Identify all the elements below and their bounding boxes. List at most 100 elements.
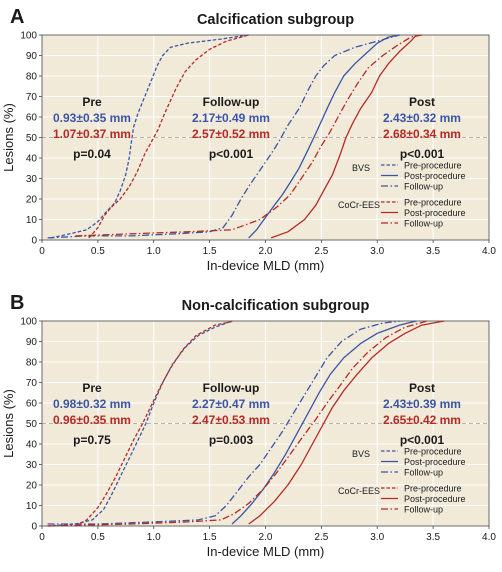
x-tick-label: 2.0 xyxy=(259,246,273,257)
legend-item-label: Post-procedure xyxy=(404,171,466,181)
annotation-p-value: p<0.001 xyxy=(209,147,254,161)
annotation-cocr-value: 0.96±0.35 mm xyxy=(53,413,131,427)
x-tick-label: 0.5 xyxy=(91,532,105,543)
y-axis-label: Lesions (%) xyxy=(1,103,16,172)
annotation-heading: Follow-up xyxy=(203,95,260,109)
x-tick-label: 2.5 xyxy=(314,246,328,257)
series-cocr-ees-pre-procedure xyxy=(88,34,249,239)
legend-item-label: Pre-procedure xyxy=(404,160,462,170)
annotation-heading: Follow-up xyxy=(203,381,260,395)
legend-group-label: BVS xyxy=(352,449,370,459)
y-tick-label: 40 xyxy=(26,154,38,165)
series-cocr-ees-follow-up xyxy=(75,34,423,237)
annotation-p-value: p<0.001 xyxy=(400,433,445,447)
series-bvs-pre-procedure xyxy=(50,34,249,239)
y-tick-label: 80 xyxy=(26,72,38,83)
y-tick-label: 30 xyxy=(26,460,38,471)
panel-b: B Non-calcification subgroup 0 10 20 30 40 50 60… xyxy=(1,292,496,559)
annotation-bvs-value: 0.93±0.35 mm xyxy=(53,111,131,125)
y-tick-label: 0 xyxy=(31,522,37,533)
legend: BVS Pre-procedurePost-procedureFollow-upC… xyxy=(338,160,466,228)
annotation-heading: Post xyxy=(409,381,435,395)
legend-item-label: Post-procedure xyxy=(404,494,466,504)
y-tick-label: 100 xyxy=(20,317,37,328)
annotation-fu: Follow-up 2.27±0.47 mm 2.47±0.53 mm p=0.003 xyxy=(192,381,270,447)
annotation-cocr-value: 2.65±0.42 mm xyxy=(383,413,461,427)
legend-item-label: Follow-up xyxy=(404,181,443,191)
series-bvs-post-procedure xyxy=(231,320,417,525)
y-tick-label: 60 xyxy=(26,113,38,124)
x-tick-label: 3.5 xyxy=(426,246,440,257)
legend-item-label: Pre-procedure xyxy=(404,483,462,493)
x-tick-label: 4.0 xyxy=(482,246,496,257)
legend-group-label: CoCr-EES xyxy=(338,486,380,496)
y-tick-label: 10 xyxy=(26,215,38,226)
annotation-heading: Pre xyxy=(82,381,102,395)
annotation-cocr-value: 2.57±0.52 mm xyxy=(192,127,270,141)
y-tick-label: 80 xyxy=(26,358,38,369)
annotation-post: Post 2.43±0.39 mm 2.65±0.42 mm p<0.001 xyxy=(383,381,461,447)
x-tick-label: 1.5 xyxy=(203,532,217,543)
legend-item-label: Pre-procedure xyxy=(404,197,462,207)
annotation-pre: Pre 0.98±0.32 mm 0.96±0.35 mm p=0.75 xyxy=(53,381,131,447)
x-tick-label: 3.0 xyxy=(370,532,384,543)
annotation-bvs-value: 2.27±0.47 mm xyxy=(192,397,270,411)
x-tick-label: 3.5 xyxy=(426,532,440,543)
annotation-cocr-value: 2.68±0.34 mm xyxy=(383,127,461,141)
annotation-bvs-value: 2.43±0.39 mm xyxy=(383,397,461,411)
series-bvs-post-procedure xyxy=(248,34,400,239)
annotation-p-value: p<0.001 xyxy=(400,147,445,161)
x-axis-label: In-device MLD (mm) xyxy=(207,258,325,273)
series-bvs-follow-up xyxy=(47,320,400,525)
chart-title: Non-calcification subgroup xyxy=(182,298,370,314)
annotation-bvs-value: 0.98±0.32 mm xyxy=(53,397,131,411)
legend-item-label: Follow-up xyxy=(404,467,443,477)
y-tick-label: 100 xyxy=(20,31,37,42)
annotation-post: Post 2.43±0.32 mm 2.68±0.34 mm p<0.001 xyxy=(383,95,461,161)
y-tick-label: 90 xyxy=(26,337,38,348)
series-cocr-ees-pre-procedure xyxy=(75,320,235,527)
y-tick-label: 50 xyxy=(26,419,38,430)
series-cocr-ees-follow-up xyxy=(47,320,428,527)
series xyxy=(47,320,445,527)
y-tick-label: 20 xyxy=(26,481,38,492)
legend-item-label: Pre-procedure xyxy=(404,446,462,456)
y-axis-label: Lesions (%) xyxy=(1,389,16,458)
annotation-heading: Pre xyxy=(82,95,102,109)
x-tick-label: 1.0 xyxy=(147,246,161,257)
chart-title: Calcification subgroup xyxy=(197,12,354,28)
legend-item-label: Follow-up xyxy=(404,504,443,514)
series-cocr-ees-post-procedure xyxy=(270,34,417,239)
legend-item-label: Post-procedure xyxy=(404,457,466,467)
y-tick-label: 30 xyxy=(26,174,38,185)
annotation-fu: Follow-up 2.17±0.49 mm 2.57±0.52 mm p<0.001 xyxy=(192,95,270,161)
annotation-bvs-value: 2.43±0.32 mm xyxy=(383,111,461,125)
series-bvs-follow-up xyxy=(47,34,400,239)
annotation-bvs-value: 2.17±0.49 mm xyxy=(192,111,270,125)
legend-item-label: Post-procedure xyxy=(404,208,466,218)
panel-letter: A xyxy=(10,6,24,28)
panel-a: A Calcification subgroup 0 10 20 30 40 50 60 70 80… xyxy=(1,6,496,273)
axes: 0 10 20 30 40 50 60 70 80 90 100 0 0.5 1.0 1.5 2.0 2.5 3.… xyxy=(1,317,496,560)
annotation-cocr-value: 1.07±0.37 mm xyxy=(53,127,131,141)
x-tick-label: 0 xyxy=(39,532,45,543)
y-tick-label: 90 xyxy=(26,51,38,62)
y-tick-label: 20 xyxy=(26,195,38,206)
axes: 0 10 20 30 40 50 60 70 80 90 100 0 0.5 1.0 1.5 2.0 2.5 3.… xyxy=(1,31,496,274)
y-tick-label: 60 xyxy=(26,399,38,410)
x-tick-label: 1.5 xyxy=(203,246,217,257)
legend: BVS Pre-procedurePost-procedureFollow-upC… xyxy=(338,446,466,514)
y-tick-label: 0 xyxy=(31,236,37,247)
y-tick-label: 70 xyxy=(26,92,38,103)
annotation-p-value: p=0.04 xyxy=(73,147,111,161)
x-tick-label: 3.0 xyxy=(370,246,384,257)
annotation-pre: Pre 0.93±0.35 mm 1.07±0.37 mm p=0.04 xyxy=(53,95,131,161)
y-tick-label: 40 xyxy=(26,440,38,451)
x-tick-label: 4.0 xyxy=(482,532,496,543)
x-tick-label: 1.0 xyxy=(147,532,161,543)
legend-item-label: Follow-up xyxy=(404,218,443,228)
annotation-cocr-value: 2.47±0.53 mm xyxy=(192,413,270,427)
series-cocr-ees-post-procedure xyxy=(248,320,445,525)
y-tick-label: 50 xyxy=(26,133,38,144)
